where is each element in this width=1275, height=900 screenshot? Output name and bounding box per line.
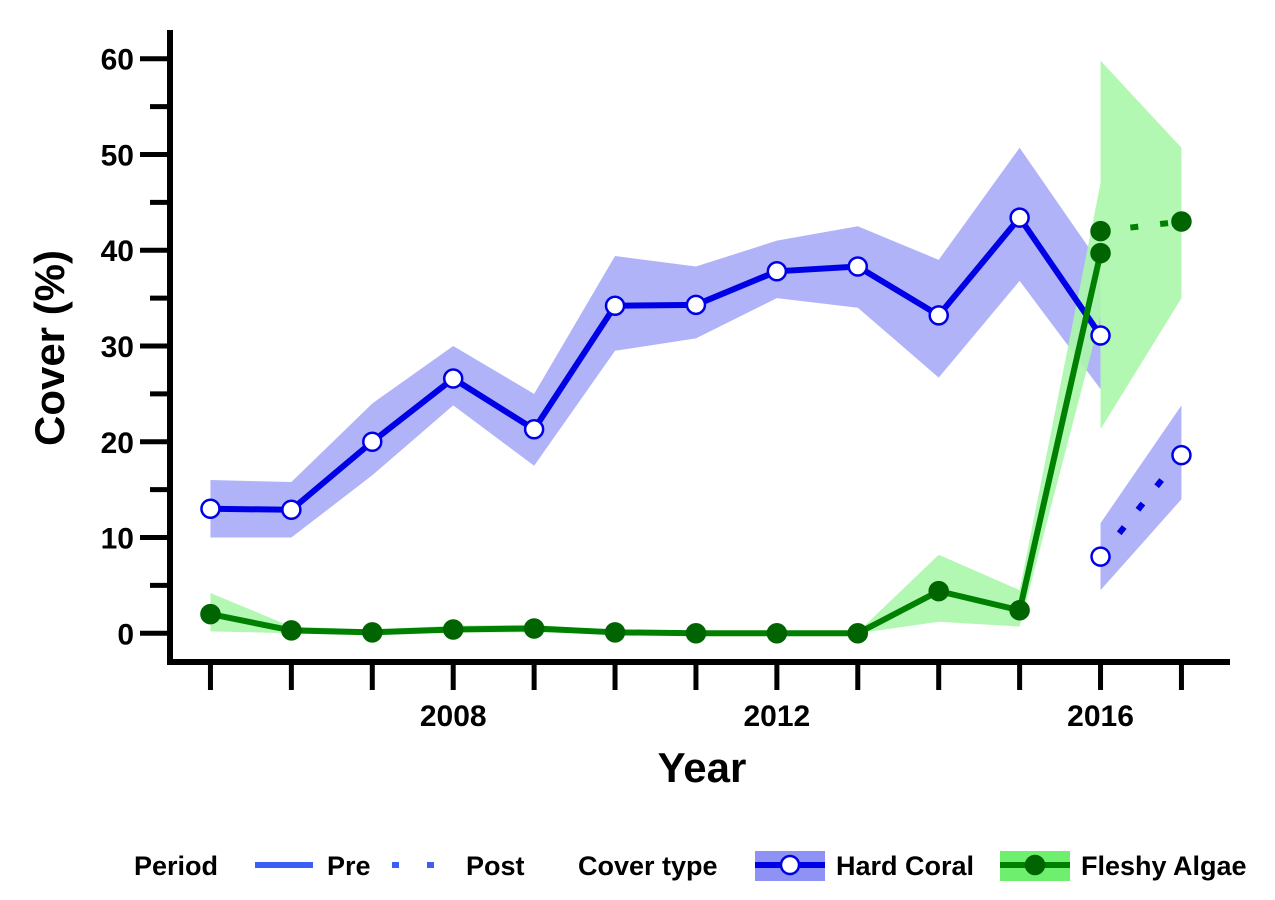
point-fleshy-algae-pre-2013 bbox=[847, 623, 869, 644]
point-fleshy-algae-pre-2015 bbox=[1009, 600, 1030, 621]
point-hard-coral-pre-2007 bbox=[362, 431, 383, 453]
x-tick-label-2016: 2016 bbox=[1067, 700, 1134, 733]
series-lines bbox=[209, 214, 1184, 637]
point-hard-coral-pre-2009 bbox=[523, 419, 545, 440]
x-axis-title: Year bbox=[658, 744, 747, 791]
point-hard-coral-pre-2016 bbox=[1090, 325, 1111, 346]
point-fleshy-algae-pre-2010 bbox=[604, 622, 626, 643]
point-fleshy-algae-post-2017 bbox=[1171, 211, 1192, 232]
point-hard-coral-pre-2005 bbox=[200, 498, 221, 520]
point-hard-coral-pre-2012 bbox=[766, 261, 788, 282]
point-fleshy-algae-pre-2008 bbox=[442, 619, 464, 640]
band-fleshy-algae-post bbox=[1100, 60, 1182, 430]
legend-swatch-fleshy-algae-marker bbox=[1024, 854, 1046, 876]
line-fleshy-algae-pre bbox=[209, 252, 1104, 637]
point-fleshy-algae-pre-2009 bbox=[523, 618, 545, 639]
point-fleshy-algae-pre-2014 bbox=[928, 580, 949, 602]
point-hard-coral-pre-2011 bbox=[685, 294, 707, 316]
y-tick-label-30: 30 bbox=[101, 331, 134, 364]
band-hard-coral-pre bbox=[210, 147, 1101, 538]
y-tick-label-50: 50 bbox=[101, 139, 134, 172]
y-axis-title: Cover (%) bbox=[26, 250, 73, 446]
point-fleshy-algae-post-2016 bbox=[1090, 220, 1111, 242]
confidence-bands bbox=[210, 60, 1182, 634]
y-tick-label-40: 40 bbox=[101, 235, 134, 268]
point-hard-coral-pre-2013 bbox=[847, 256, 869, 277]
y-tick-label-10: 10 bbox=[101, 523, 134, 556]
legend-label-post: Post bbox=[466, 851, 525, 881]
point-hard-coral-pre-2008 bbox=[442, 368, 464, 389]
x-tick-label-2008: 2008 bbox=[420, 700, 487, 733]
legend-period-title: Period bbox=[134, 851, 218, 881]
y-tick-label-20: 20 bbox=[101, 427, 134, 460]
legend-label-fleshy-algae: Fleshy Algae bbox=[1081, 851, 1247, 881]
point-fleshy-algae-pre-2005 bbox=[200, 603, 221, 625]
band-hard-coral-post bbox=[1100, 405, 1182, 591]
line-hard-coral-pre bbox=[210, 214, 1104, 513]
point-hard-coral-pre-2014 bbox=[928, 305, 949, 326]
legend: Period Pre Post Cover type Hard Coral Fleshy … bbox=[134, 851, 1247, 881]
point-fleshy-algae-pre-2006 bbox=[281, 620, 302, 641]
legend-swatch-hard-coral-marker bbox=[779, 854, 801, 876]
x-tick-label-2012: 2012 bbox=[743, 700, 810, 733]
legend-label-hard-coral: Hard Coral bbox=[836, 851, 974, 881]
point-hard-coral-pre-2010 bbox=[604, 295, 626, 317]
ticks: 0 10 20 30 40 50 60 2008 2012 2016 bbox=[101, 44, 1184, 733]
y-tick-label-0: 0 bbox=[117, 618, 134, 651]
point-fleshy-algae-pre-2016 bbox=[1090, 242, 1111, 264]
point-fleshy-algae-pre-2011 bbox=[685, 623, 707, 644]
point-fleshy-algae-pre-2007 bbox=[362, 622, 383, 643]
band-fleshy-algae-pre bbox=[210, 183, 1101, 634]
line-fleshy-algae-post bbox=[1100, 218, 1182, 235]
line-hard-coral-post bbox=[1098, 453, 1184, 559]
y-tick-label-60: 60 bbox=[101, 44, 134, 77]
point-hard-coral-post-2016 bbox=[1090, 546, 1111, 567]
point-fleshy-algae-pre-2012 bbox=[766, 623, 788, 644]
series-points bbox=[200, 207, 1192, 644]
legend-label-pre: Pre bbox=[327, 851, 371, 881]
point-hard-coral-post-2017 bbox=[1171, 444, 1192, 466]
legend-cover-title: Cover type bbox=[578, 851, 718, 881]
point-hard-coral-pre-2015 bbox=[1009, 207, 1030, 228]
point-hard-coral-pre-2006 bbox=[281, 499, 302, 520]
